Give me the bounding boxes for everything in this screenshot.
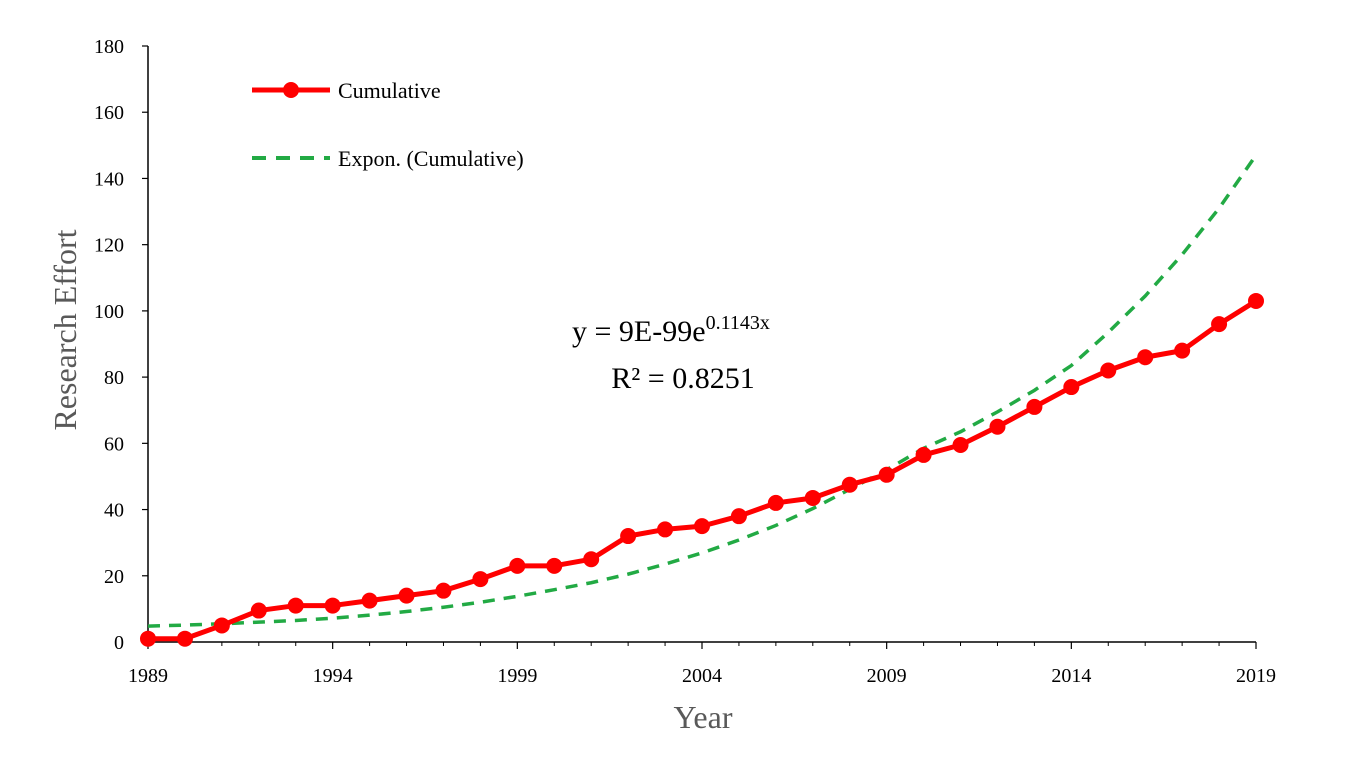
- y-tick-label: 120: [94, 235, 124, 257]
- data-point-cumulative: [915, 446, 932, 463]
- x-tick-label: 2009: [867, 665, 907, 687]
- x-tick-label: 1989: [128, 665, 168, 687]
- data-point-cumulative: [472, 571, 489, 588]
- data-point-cumulative: [1248, 292, 1264, 309]
- data-point-cumulative: [1063, 379, 1080, 396]
- data-point-cumulative: [250, 602, 267, 619]
- y-tick-label: 100: [94, 301, 124, 323]
- data-point-cumulative: [952, 436, 969, 453]
- data-point-cumulative: [730, 508, 747, 525]
- x-tick-label: 2004: [682, 665, 722, 687]
- series-line-expon: [147, 154, 1258, 628]
- data-point-cumulative: [140, 630, 156, 647]
- y-tick-label: 80: [104, 367, 124, 389]
- legend: Cumulative Expon. (Cumulative): [252, 78, 524, 171]
- data-point-cumulative: [1211, 316, 1228, 333]
- data-point-cumulative: [1137, 349, 1154, 366]
- x-tick-label: 1994: [313, 665, 353, 687]
- r-squared: R² = 0.8251: [611, 362, 754, 395]
- data-point-cumulative: [213, 617, 230, 634]
- x-tick-label: 1999: [497, 665, 537, 687]
- data-point-cumulative: [767, 494, 784, 511]
- trendline-equation: y = 9E-99e0.1143x: [572, 312, 770, 348]
- legend-label-expon: Expon. (Cumulative): [338, 146, 524, 171]
- y-tick-labels: 0 20 40 60 80 100 120 140 160 180: [94, 36, 148, 654]
- data-point-cumulative: [989, 418, 1006, 435]
- data-point-cumulative: [620, 528, 637, 545]
- y-tick-label: 0: [114, 632, 124, 654]
- y-tick-label: 160: [94, 102, 124, 124]
- data-point-cumulative: [1174, 342, 1191, 359]
- data-point-cumulative: [509, 557, 526, 574]
- x-tick-label: 2019: [1236, 665, 1276, 687]
- y-tick-label: 40: [104, 500, 124, 522]
- y-tick-label: 20: [104, 566, 124, 588]
- legend-label-cumulative: Cumulative: [338, 78, 441, 103]
- x-axis-title: Year: [674, 699, 733, 735]
- data-point-cumulative: [1100, 362, 1117, 379]
- legend-marker-cumulative: [283, 82, 299, 98]
- series-line-cumulative: [148, 298, 1258, 642]
- data-point-cumulative: [841, 476, 858, 493]
- y-tick-label: 180: [94, 36, 124, 58]
- data-point-cumulative: [1026, 398, 1043, 415]
- data-point-cumulative: [878, 466, 895, 483]
- x-tick-label: 2014: [1051, 665, 1091, 687]
- data-point-cumulative: [694, 518, 710, 535]
- data-point-cumulative: [176, 630, 193, 647]
- data-point-cumulative: [804, 489, 821, 506]
- data-point-cumulative: [398, 587, 415, 604]
- data-point-cumulative: [324, 597, 341, 614]
- data-point-cumulative: [583, 551, 600, 568]
- y-tick-label: 60: [104, 433, 124, 455]
- y-axis-title: Research Effort: [47, 229, 83, 430]
- data-point-cumulative: [287, 597, 304, 614]
- data-point-cumulative: [657, 521, 674, 538]
- x-tick-labels: 1989 1994 1999 2004 2009 2014 2019: [128, 642, 1276, 687]
- data-point-cumulative: [435, 582, 452, 599]
- data-point-cumulative: [546, 557, 563, 574]
- series-layer: [140, 154, 1264, 647]
- data-point-cumulative: [361, 592, 378, 609]
- y-tick-label: 140: [94, 168, 124, 190]
- equation-exponent: 0.1143x: [706, 312, 770, 334]
- equation-base: y = 9E-99e: [572, 315, 706, 348]
